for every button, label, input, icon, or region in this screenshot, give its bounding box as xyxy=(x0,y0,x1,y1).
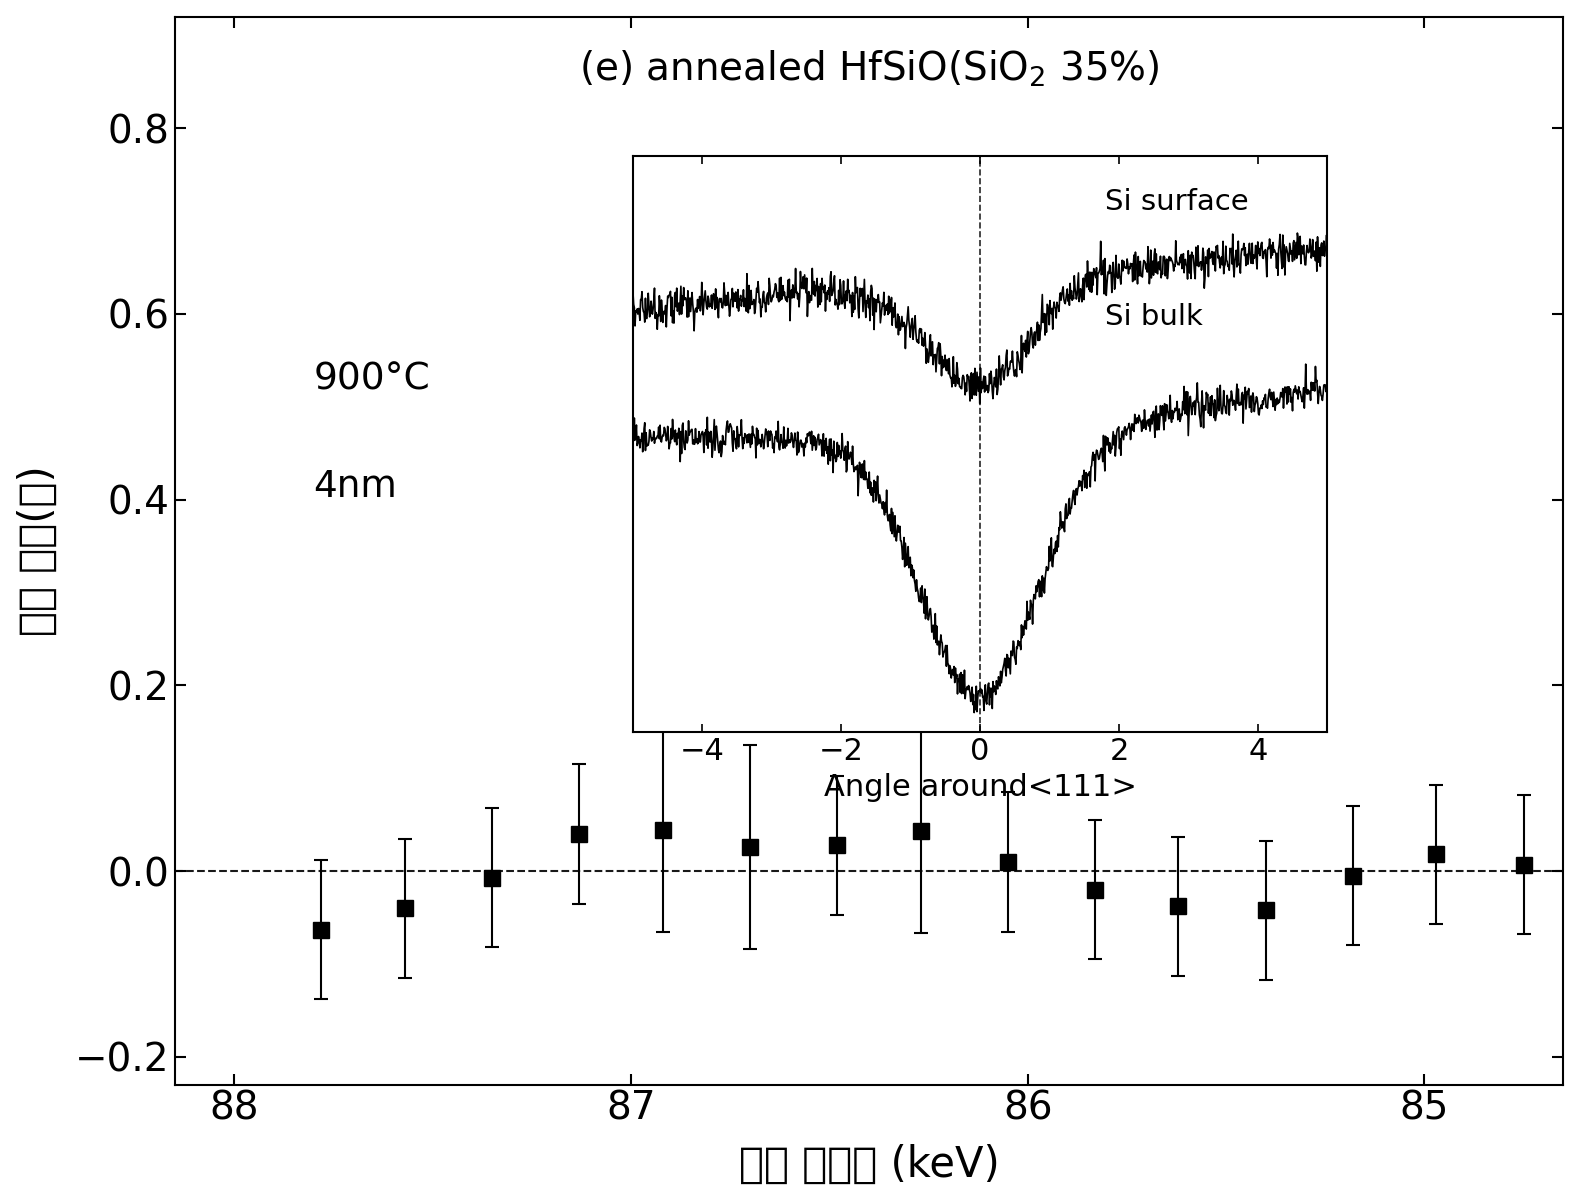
Text: 4nm: 4nm xyxy=(313,469,397,504)
X-axis label: 산란 에너지 (keV): 산란 에너지 (keV) xyxy=(738,1144,1000,1186)
Text: 900°C: 900°C xyxy=(313,362,430,398)
Text: (e) annealed HfSiO(SiO$_2$ 35%): (e) annealed HfSiO(SiO$_2$ 35%) xyxy=(578,48,1160,89)
Y-axis label: 각도 이동(도): 각도 이동(도) xyxy=(17,466,58,636)
